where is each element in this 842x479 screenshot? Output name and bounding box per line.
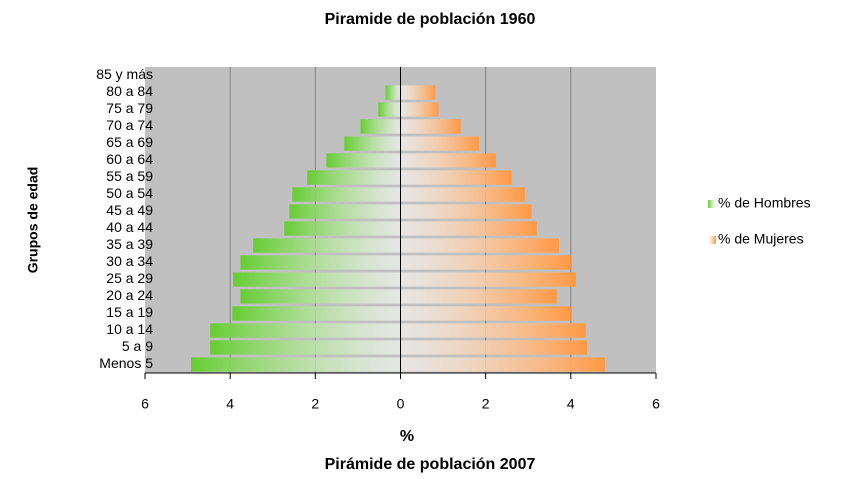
chart-title: Piramide de población 1960: [325, 11, 536, 28]
x-tick-label: 2: [482, 396, 490, 412]
y-tick-label: 10 a 14: [106, 321, 153, 337]
bar: [289, 204, 401, 219]
x-tick-label: 4: [226, 396, 234, 412]
bar: [253, 238, 401, 253]
bar: [400, 255, 571, 270]
y-tick-label: 30 a 34: [106, 253, 153, 269]
y-tick-label: 20 a 24: [106, 287, 153, 303]
bar: [400, 204, 532, 219]
bar: [400, 85, 436, 100]
x-tick-label: 0: [397, 396, 405, 412]
y-tick-label: 15 a 19: [106, 304, 153, 320]
bar: [400, 119, 461, 134]
bar: [400, 340, 588, 355]
bar: [378, 102, 401, 117]
x-tick-label: 6: [141, 396, 149, 412]
y-tick-label: 50 a 54: [106, 185, 153, 201]
bar: [400, 357, 605, 372]
bar: [307, 170, 401, 185]
y-tick-label: 35 a 39: [106, 236, 153, 252]
y-tick-label: 70 a 74: [106, 117, 153, 133]
bar: [240, 255, 401, 270]
bar: [400, 170, 512, 185]
bar: [400, 289, 557, 304]
legend-swatch: [708, 236, 716, 244]
y-tick-label: 60 a 64: [106, 151, 153, 167]
bar: [400, 323, 586, 338]
y-tick-label: 75 a 79: [106, 100, 153, 116]
bar: [190, 357, 401, 372]
y-tick-label: 65 a 69: [106, 134, 153, 150]
y-tick-label: 85 y más: [96, 66, 153, 82]
bar: [292, 187, 401, 202]
y-tick-label: Menos 5: [99, 355, 153, 371]
legend-label: % de Hombres: [718, 195, 811, 211]
bar: [400, 306, 571, 321]
y-tick-label: 25 a 29: [106, 270, 153, 286]
bar: [233, 272, 401, 287]
bar: [240, 289, 401, 304]
bar: [385, 85, 401, 100]
bar: [210, 323, 401, 338]
bar: [360, 119, 401, 134]
x-tick-label: 4: [567, 396, 575, 412]
bar: [400, 102, 439, 117]
x-axis-label: %: [400, 428, 414, 445]
bar: [344, 136, 401, 151]
legend-label: % de Mujeres: [718, 231, 804, 247]
bar: [400, 187, 525, 202]
y-tick-label: 55 a 59: [106, 168, 153, 184]
x-tick-label: 6: [652, 396, 660, 412]
x-tick-label: 2: [311, 396, 319, 412]
bar: [326, 153, 401, 168]
legend-swatch: [708, 200, 716, 208]
bar: [210, 340, 401, 355]
bar: [232, 306, 401, 321]
y-tick-label: 45 a 49: [106, 202, 153, 218]
bar: [400, 272, 576, 287]
y-tick-label: 5 a 9: [122, 338, 153, 354]
bar: [400, 238, 559, 253]
chart-subtitle: Pirámide de población 2007: [325, 456, 536, 473]
bar: [284, 221, 401, 236]
y-tick-label: 40 a 44: [106, 219, 153, 235]
y-axis-label: Grupos de edad: [25, 167, 41, 274]
bar: [400, 153, 496, 168]
bar: [400, 221, 537, 236]
bar: [400, 136, 479, 151]
y-tick-label: 80 a 84: [106, 83, 153, 99]
